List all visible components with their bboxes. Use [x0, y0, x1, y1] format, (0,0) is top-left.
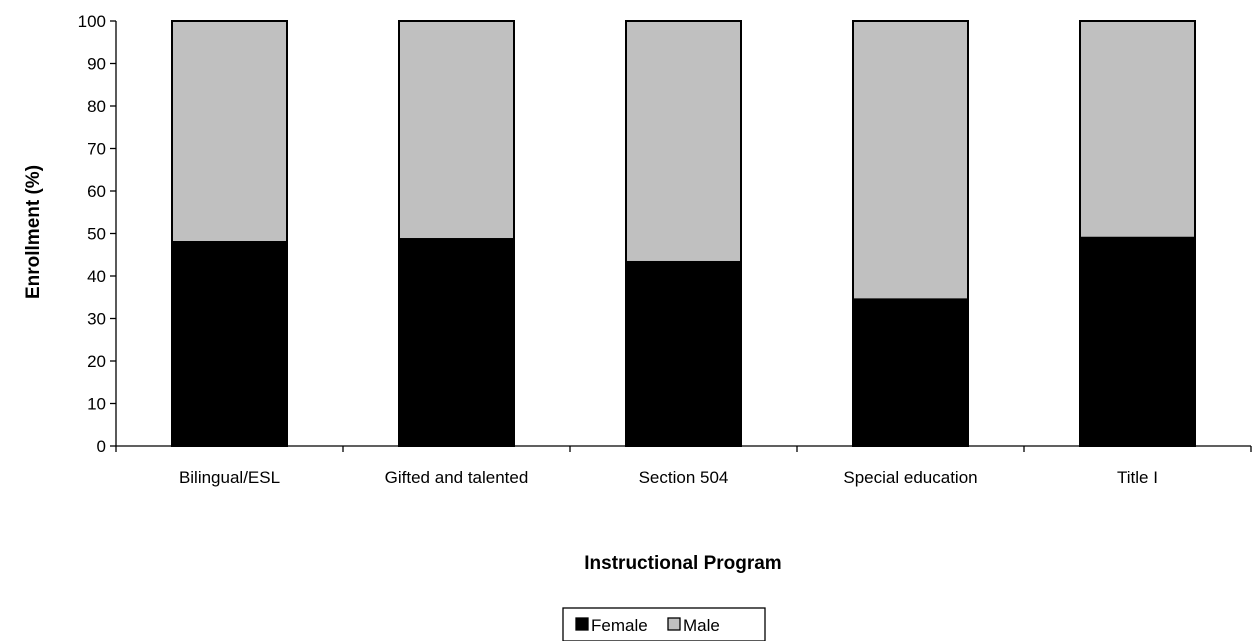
y-axis-title: Enrollment (%): [23, 165, 44, 299]
x-tick-label: Gifted and talented: [385, 468, 529, 487]
bar-male-3: [625, 20, 742, 263]
bar-female-3: [625, 260, 742, 447]
bar-female-4: [852, 298, 969, 447]
bar-male-5: [1079, 20, 1196, 239]
legend-swatch-male: [667, 617, 681, 631]
x-ticks-group: Bilingual/ESL Gifted and talented Section …: [115, 446, 1252, 487]
y-tick-label: 70: [87, 140, 106, 159]
bar-female-1: [171, 241, 288, 447]
legend-label-female: Female: [591, 616, 648, 635]
legend-box: [562, 607, 766, 641]
y-tick-label: 10: [87, 395, 106, 414]
y-tick-label: 40: [87, 267, 106, 286]
y-tick-label: 0: [97, 437, 106, 456]
bar-male-4: [852, 20, 969, 301]
bar-male-1: [171, 20, 288, 243]
y-tick-label: 80: [87, 97, 106, 116]
x-tick-label: Special education: [843, 468, 977, 487]
bar-female-5: [1079, 236, 1196, 447]
bar-female-2: [398, 238, 515, 447]
bars-group: [171, 20, 1196, 447]
legend-swatch-female: [575, 617, 589, 631]
y-tick-label: 60: [87, 182, 106, 201]
legend-label-male: Male: [683, 616, 720, 635]
legend: Female Male: [562, 607, 766, 641]
y-tick-label: 50: [87, 225, 106, 244]
x-tick-label: Title I: [1117, 468, 1158, 487]
x-axis-title: Instructional Program: [584, 553, 781, 574]
y-tick-label: 30: [87, 310, 106, 329]
y-tick-label: 90: [87, 55, 106, 74]
y-tick-label: 100: [78, 12, 106, 31]
x-tick-label: Section 504: [639, 468, 729, 487]
y-ticks-group: 0 10 20 30 40 50 60 70 80 90 100: [78, 12, 116, 456]
x-tick-label: Bilingual/ESL: [179, 468, 280, 487]
bar-male-2: [398, 20, 515, 241]
y-tick-label: 20: [87, 352, 106, 371]
